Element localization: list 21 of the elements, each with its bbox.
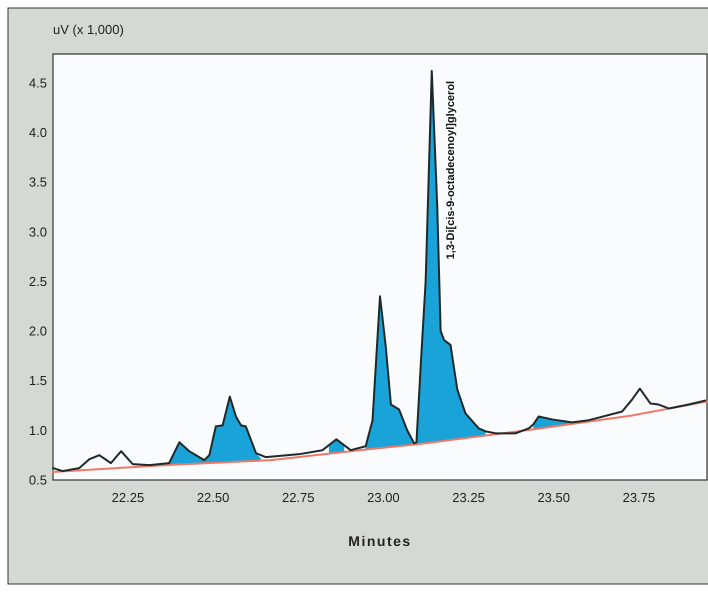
y-tick-label: 4.0 bbox=[28, 125, 47, 140]
x-tick-label: 23.00 bbox=[367, 490, 400, 505]
y-tick-label: 4.5 bbox=[28, 75, 47, 90]
y-tick-label: 2.0 bbox=[28, 324, 47, 339]
y-tick-label: 3.5 bbox=[28, 174, 47, 190]
x-tick-label: 23.50 bbox=[537, 490, 570, 505]
x-tick-label: 23.25 bbox=[452, 490, 485, 505]
y-tick-label: 1.5 bbox=[28, 373, 47, 388]
y-tick-label: 1.0 bbox=[28, 422, 47, 438]
annotation: 1,3-Di[cis-9-octadecenoyl]glycerol bbox=[444, 80, 457, 260]
x-tick-label: 22.50 bbox=[196, 490, 230, 505]
x-tick-label: 22.75 bbox=[282, 490, 315, 505]
y-tick-label: 2.5 bbox=[28, 274, 47, 289]
x-axis-title: Minutes bbox=[348, 533, 412, 549]
y-tick-label: 3.0 bbox=[28, 224, 47, 240]
line-series bbox=[52, 70, 706, 472]
y-tick-label: 0.5 bbox=[28, 472, 47, 488]
x-tick-label: 23.75 bbox=[622, 490, 656, 505]
line-series bbox=[52, 400, 708, 474]
x-tick-label: 22.25 bbox=[112, 490, 144, 505]
y-axis-title: uV (x 1,000) bbox=[53, 22, 124, 37]
